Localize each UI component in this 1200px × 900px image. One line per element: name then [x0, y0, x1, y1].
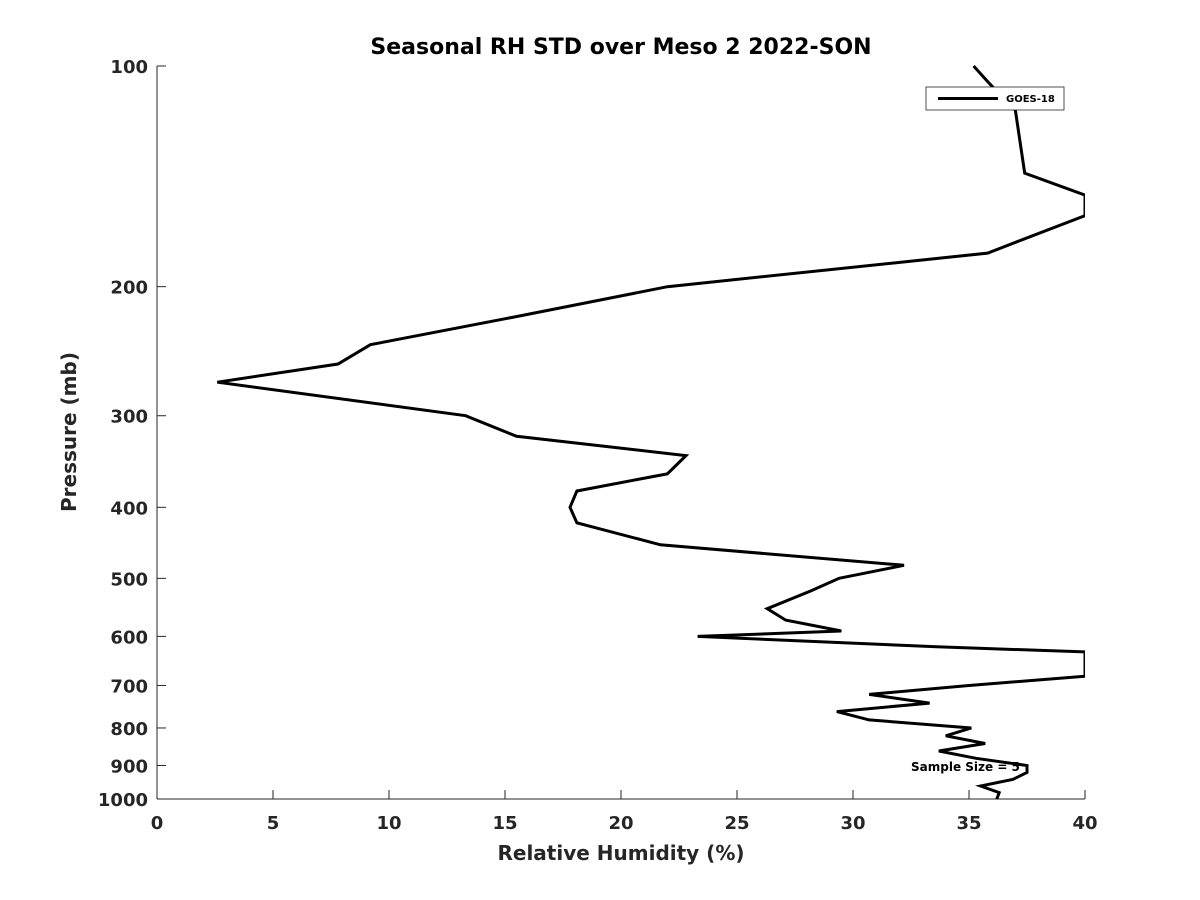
y-tick-label: 1000 — [98, 790, 148, 811]
x-axis-label: Relative Humidity (%) — [497, 841, 744, 865]
x-tick-label: 5 — [267, 813, 280, 834]
series-line-goes-18 — [217, 64, 1085, 800]
x-tick-label: 20 — [608, 813, 633, 834]
x-tick-label: 15 — [492, 813, 517, 834]
y-tick-label: 600 — [110, 627, 148, 648]
x-tick-label: 0 — [151, 813, 164, 834]
x-tick-label: 40 — [1072, 813, 1097, 834]
chart-title: Seasonal RH STD over Meso 2 2022-SON — [370, 35, 871, 60]
x-tick-label: 10 — [376, 813, 401, 834]
y-tick-label: 800 — [110, 719, 148, 740]
y-tick-label: 200 — [110, 278, 148, 299]
y-tick-label: 300 — [110, 407, 148, 428]
series-layer — [217, 64, 1085, 800]
y-tick-label: 900 — [110, 756, 148, 777]
x-tick-label: 30 — [840, 813, 865, 834]
y-tick-label: 700 — [110, 676, 148, 697]
x-tick-label: 35 — [956, 813, 981, 834]
legend-label-goes-18: GOES-18 — [1006, 94, 1055, 105]
y-tick-label: 500 — [110, 569, 148, 590]
legend: GOES-18 — [925, 86, 1065, 111]
x-ticks: 0 5 10 15 20 25 30 35 40 — [151, 790, 1098, 834]
x-tick-label: 25 — [724, 813, 749, 834]
sample-size-annotation: Sample Size = 5 — [911, 760, 1020, 774]
y-axis-label: Pressure (mb) — [57, 352, 81, 512]
y-ticks: 100 200 300 400 500 600 700 800 900 1000 — [98, 57, 166, 811]
y-tick-label: 100 — [110, 57, 148, 78]
plot-area — [157, 66, 1085, 799]
y-tick-label: 400 — [110, 498, 148, 519]
